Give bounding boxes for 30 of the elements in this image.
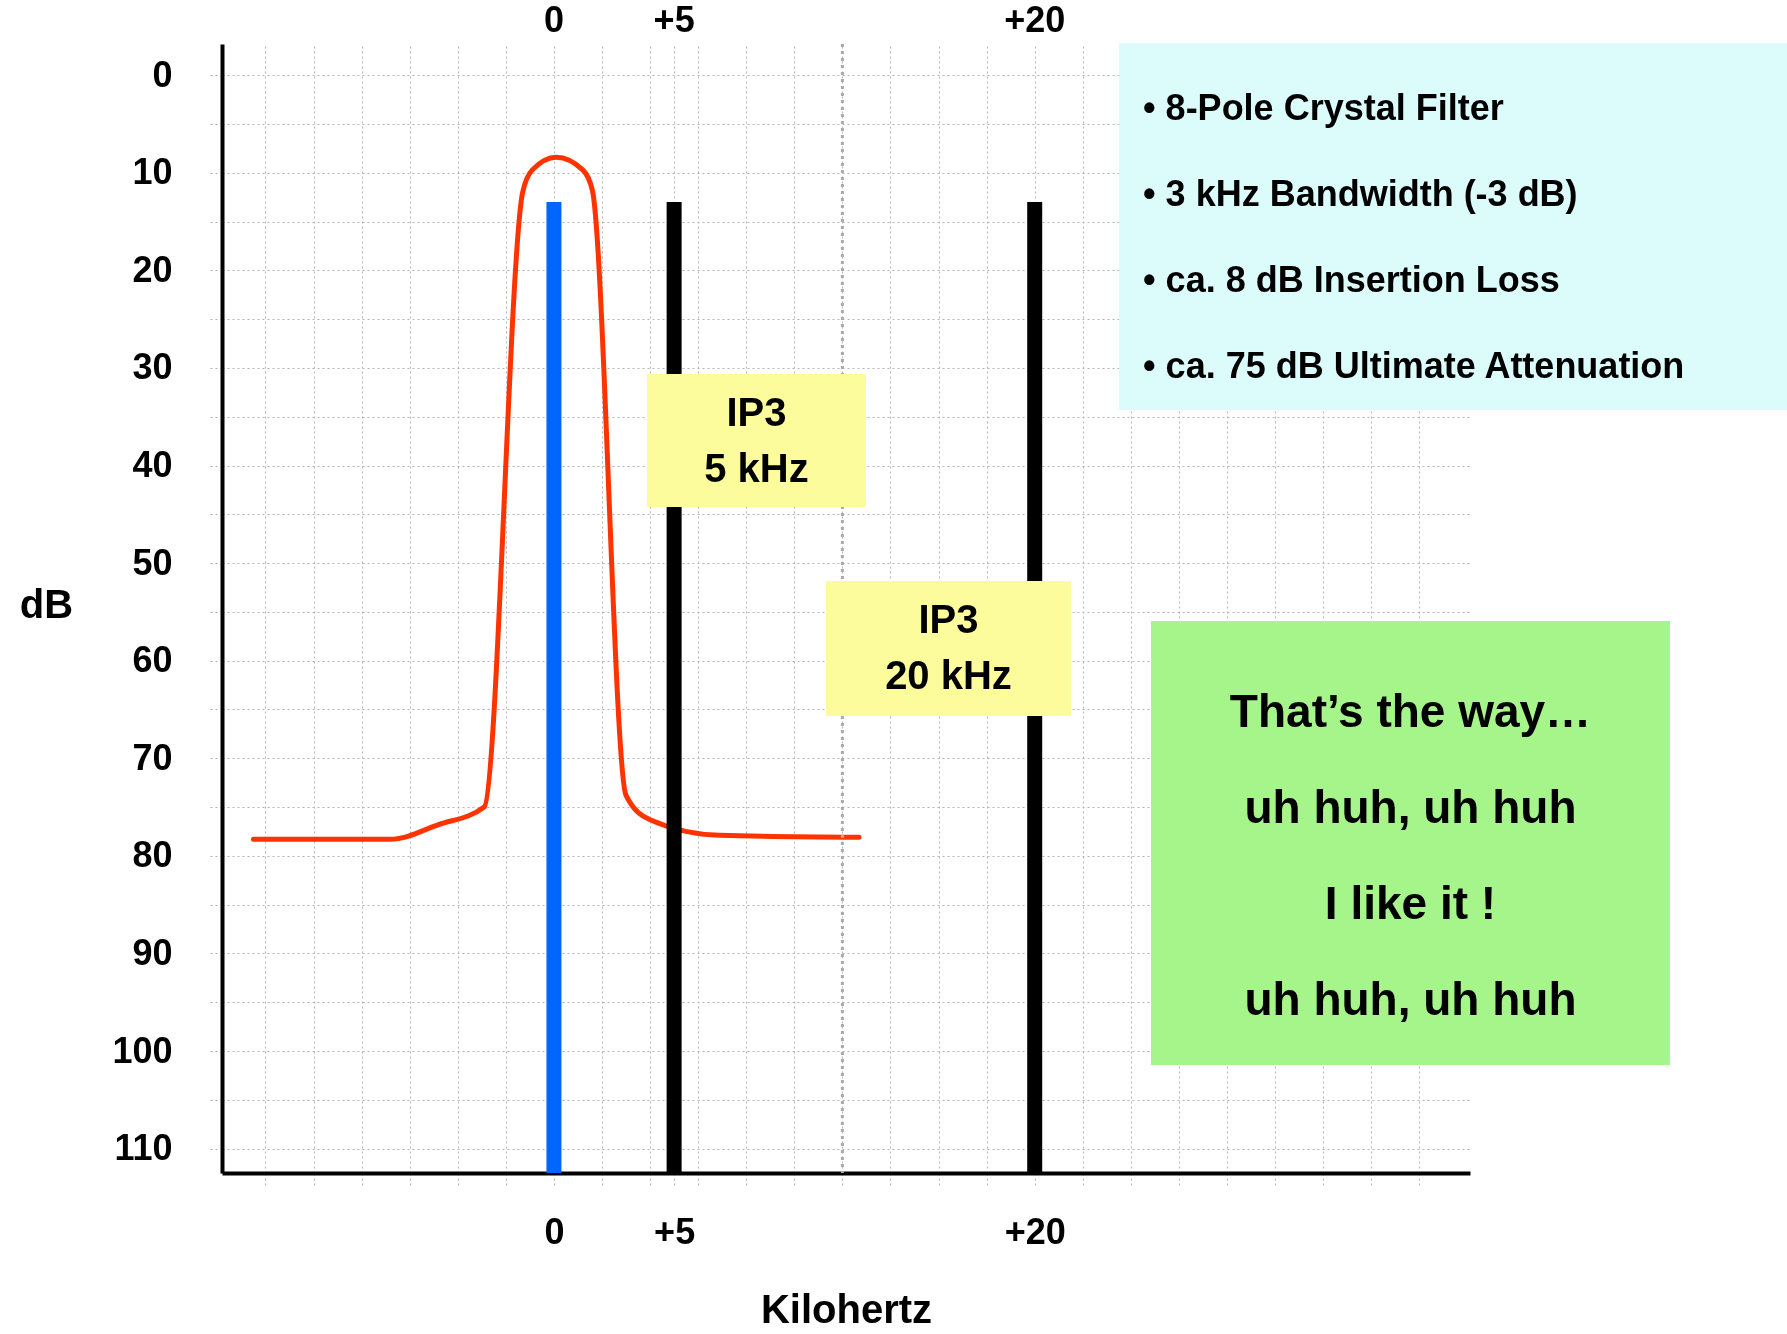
annotation: I like it ! xyxy=(1323,876,1498,931)
note-box: IP3 20 kHz xyxy=(826,581,1071,716)
y-tick-label: 10 xyxy=(132,151,173,193)
x-tick-label: +20 xyxy=(1004,0,1066,40)
y-tick-label: 30 xyxy=(132,346,173,388)
y-tick-label: 40 xyxy=(132,444,173,486)
x2-tick-label: 0 xyxy=(544,1210,565,1252)
x-axis-title: Kilohertz xyxy=(760,1286,933,1331)
annotation: uh huh, uh huh xyxy=(1243,780,1578,835)
y-tick-label: 110 xyxy=(114,1127,173,1169)
y-tick-label: 20 xyxy=(132,248,173,290)
y-tick-label: 90 xyxy=(132,931,173,973)
y-axis-title: dB xyxy=(19,581,74,626)
x2-tick-label: +20 xyxy=(1004,1210,1066,1252)
annotation: • 3 kHz Bandwidth (-3 dB) xyxy=(1143,172,1579,216)
note-box: IP3 5 kHz xyxy=(647,374,866,507)
annotation: • ca. 8 dB Insertion Loss xyxy=(1143,258,1561,302)
x2-tick-label: +5 xyxy=(654,1210,696,1252)
y-tick-label: 60 xyxy=(132,639,173,681)
x-tick-label: 0 xyxy=(543,0,564,40)
annotation: • ca. 75 dB Ultimate Attenuation xyxy=(1143,344,1686,388)
annotation: That’s the way… xyxy=(1228,684,1593,739)
y-tick-label: 80 xyxy=(132,834,173,876)
x-tick-label: +5 xyxy=(653,0,695,40)
annotation: • 8-Pole Crystal Filter xyxy=(1143,86,1505,130)
y-tick-label: 0 xyxy=(152,53,173,95)
y-tick-label: 50 xyxy=(132,541,173,583)
annotation: uh huh, uh huh xyxy=(1243,972,1578,1027)
y-tick-label: 70 xyxy=(132,736,173,778)
y-tick-label: 100 xyxy=(112,1029,173,1071)
